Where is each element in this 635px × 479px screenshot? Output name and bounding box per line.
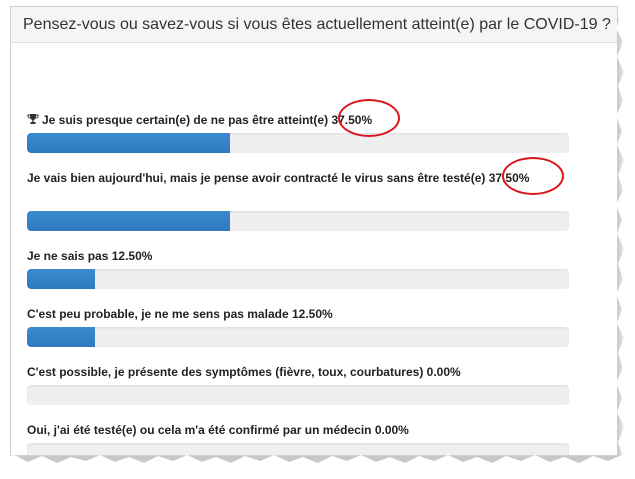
poll-option-text: Je vais bien aujourd'hui, mais je pense …: [27, 171, 486, 185]
poll-option-text: Je suis presque certain(e) de ne pas êtr…: [42, 113, 329, 127]
poll-option-bar-track: [27, 133, 569, 153]
poll-question-title: Pensez-vous ou savez-vous si vous êtes a…: [23, 16, 611, 33]
poll-option-percent: 37.50%: [488, 171, 530, 185]
poll-option-percent: 12.50%: [111, 249, 153, 263]
poll-option-percent: 0.00%: [374, 423, 409, 437]
torn-edge-bottom: [0, 455, 635, 479]
poll-option-percent: 12.50%: [291, 307, 333, 321]
poll-option-label: Je ne sais pas 12.50%: [27, 249, 152, 263]
poll-option-bar-track: [27, 443, 569, 455]
poll-option-bar-track: [27, 385, 569, 405]
poll-option-label: C'est peu probable, je ne me sens pas ma…: [27, 307, 333, 321]
poll-option-bar-fill: [27, 269, 95, 289]
poll-option-bar-fill: [27, 133, 231, 153]
poll-option-text: C'est peu probable, je ne me sens pas ma…: [27, 307, 289, 321]
poll-option-text: Je ne sais pas: [27, 249, 109, 263]
poll-option-bar-track: [27, 269, 569, 289]
torn-edge-right: [616, 0, 632, 479]
poll-option-label: Oui, j'ai été testé(e) ou cela m'a été c…: [27, 423, 409, 437]
poll-option-percent: 37.50%: [331, 113, 373, 127]
poll-option-label: C'est possible, je présente des symptôme…: [27, 365, 461, 379]
poll-option-label: Je suis presque certain(e) de ne pas êtr…: [27, 113, 372, 127]
poll-option-bar-track: [27, 211, 569, 231]
poll-option-bar-fill: [27, 327, 95, 347]
poll-option-text: Oui, j'ai été testé(e) ou cela m'a été c…: [27, 423, 372, 437]
poll-option-bar-fill: [27, 211, 231, 231]
poll-option-label: Je vais bien aujourd'hui, mais je pense …: [27, 171, 529, 185]
trophy-icon: [27, 114, 39, 124]
poll-option-bar-track: [27, 327, 569, 347]
poll-question-header: Pensez-vous ou savez-vous si vous êtes a…: [11, 7, 617, 43]
poll-results-panel: Pensez-vous ou savez-vous si vous êtes a…: [10, 6, 618, 456]
poll-option-percent: 0.00%: [426, 365, 461, 379]
poll-option-text: C'est possible, je présente des symptôme…: [27, 365, 424, 379]
